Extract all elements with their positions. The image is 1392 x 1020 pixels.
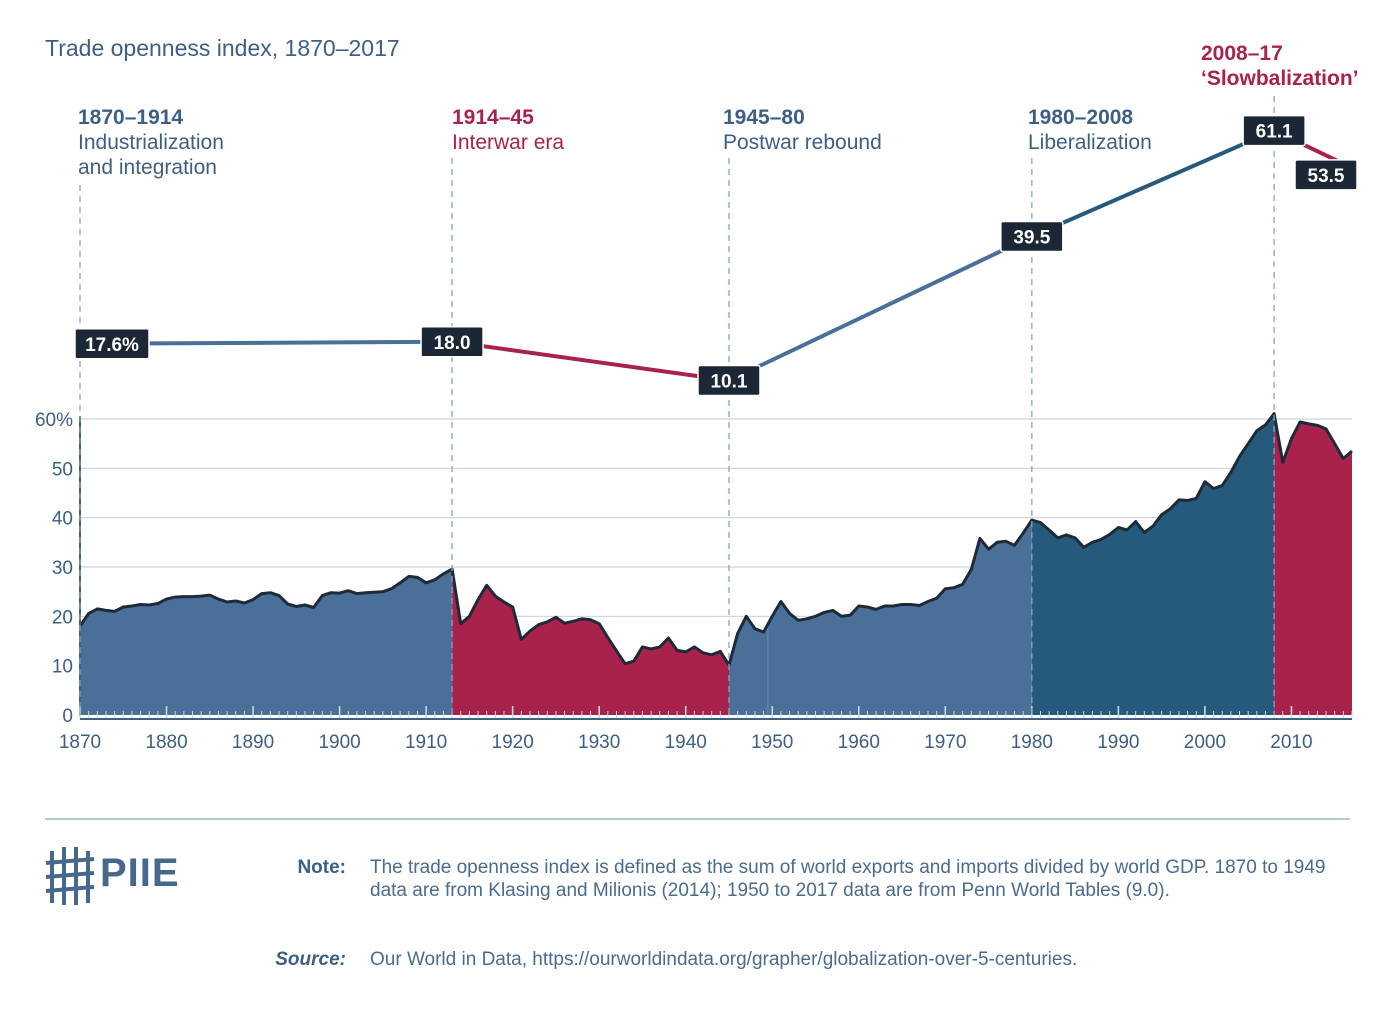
x-tick-label: 1990 (1097, 732, 1139, 753)
era-years: 1914–45 (452, 106, 534, 129)
x-tick-label: 1880 (145, 732, 187, 753)
era-name: Industrialization (78, 131, 224, 154)
x-tick-label: 1910 (405, 732, 447, 753)
y-tick-label: 10 (52, 657, 73, 678)
era-name: Postwar rebound (723, 131, 882, 154)
x-tick-label: 1980 (1011, 732, 1053, 753)
piie-globe-icon (45, 847, 95, 905)
source-label: Source: (275, 949, 346, 970)
note-text: The trade openness index is defined as t… (370, 857, 1326, 901)
era-name: ‘Slowbalization’ (1201, 67, 1359, 90)
era-name: Interwar era (452, 131, 564, 154)
x-tick-label: 2010 (1270, 732, 1312, 753)
footer-divider (45, 818, 1350, 820)
y-tick-label: 40 (52, 509, 73, 530)
value-label: 53.5 (1308, 166, 1345, 187)
y-tick-label: 0 (62, 706, 73, 727)
value-box (1000, 220, 1064, 253)
value-label: 39.5 (1013, 227, 1050, 248)
y-tick-label: 60% (35, 410, 73, 431)
x-tick-label: 1900 (318, 732, 360, 753)
value-box (74, 328, 150, 360)
x-tick-label: 1930 (578, 732, 620, 753)
value-box (1294, 159, 1358, 191)
summary-segment (1029, 128, 1277, 239)
value-label: 18.0 (434, 333, 471, 354)
x-tick-label: 1950 (751, 732, 793, 753)
x-tick-label: 2000 (1184, 732, 1226, 753)
era-area (728, 520, 1032, 715)
era-years: 1945–80 (723, 106, 805, 129)
series-line (78, 412, 1353, 667)
value-label: 17.6% (85, 335, 139, 356)
era-name: Liberalization (1028, 131, 1152, 154)
era-name: and integration (78, 156, 217, 179)
value-box (420, 326, 484, 358)
x-tick-label: 1940 (665, 732, 707, 753)
y-tick-label: 30 (52, 558, 73, 579)
summary-segment (726, 234, 1034, 383)
value-box (697, 364, 761, 397)
x-tick-label: 1970 (924, 732, 966, 753)
era-area (1274, 413, 1352, 715)
x-tick-label: 1960 (838, 732, 880, 753)
y-tick-label: 50 (52, 459, 73, 480)
source-text: Our World in Data, https://ourworldindat… (370, 949, 1078, 970)
piie-logo: PIIE (44, 845, 204, 909)
era-years: 1980–2008 (1028, 106, 1133, 129)
summary-segment (450, 339, 731, 383)
y-tick-label: 20 (52, 607, 73, 628)
era-area (452, 569, 729, 715)
x-tick-label: 1870 (59, 732, 101, 753)
note-label: Note: (297, 857, 346, 878)
era-years: 2008–17 (1201, 42, 1283, 65)
x-tick-label: 1920 (492, 732, 534, 753)
era-years: 1870–1914 (78, 106, 183, 129)
chart-title: Trade openness index, 1870–2017 (45, 35, 400, 61)
era-area (80, 569, 453, 715)
value-box (1242, 114, 1306, 147)
value-label: 61.1 (1256, 122, 1293, 143)
x-tick-label: 1890 (232, 732, 274, 753)
logo-wordmark: PIIE (100, 851, 180, 895)
value-label: 10.1 (710, 372, 747, 393)
